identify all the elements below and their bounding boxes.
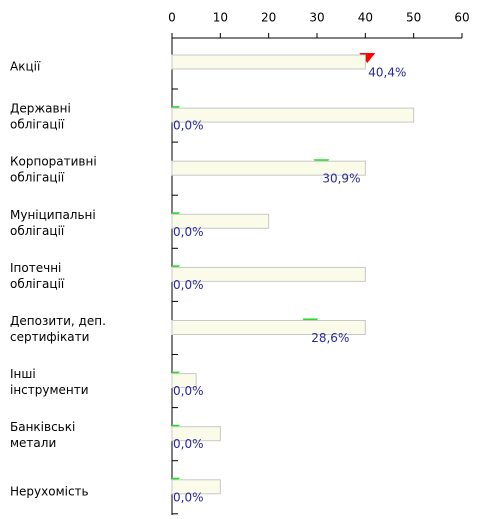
category-label: сертифікати xyxy=(10,330,89,344)
value-label: 0,0% xyxy=(173,278,204,292)
category-label: інструменти xyxy=(10,383,89,397)
value-label: 30,9% xyxy=(322,172,360,186)
value-label: 0,0% xyxy=(173,225,204,239)
category-label: облігації xyxy=(10,224,65,238)
value-label: 0,0% xyxy=(173,384,204,398)
bar xyxy=(171,373,197,389)
category-label: Державні xyxy=(10,102,71,116)
x-tick-label: 60 xyxy=(454,11,469,25)
bar xyxy=(171,54,366,70)
bar xyxy=(171,426,221,442)
x-tick-label: 50 xyxy=(406,11,421,25)
x-tick-label: 20 xyxy=(261,11,276,25)
category-label: Акції xyxy=(10,60,41,74)
x-tick-label: 0 xyxy=(168,11,176,25)
bar xyxy=(171,266,366,282)
category-label: Іпотечні xyxy=(10,261,61,275)
x-tick-label: 40 xyxy=(358,11,373,25)
value-label: 0,0% xyxy=(173,437,204,451)
category-label: облігації xyxy=(10,171,65,185)
category-label: Корпоративні xyxy=(10,155,97,169)
category-label: облігації xyxy=(10,118,65,132)
category-label: метали xyxy=(10,436,56,450)
bar xyxy=(171,107,415,123)
value-label: 40,4% xyxy=(368,66,406,80)
category-label: Муніципальні xyxy=(10,208,96,222)
bar xyxy=(171,160,366,176)
value-label: 28,6% xyxy=(311,331,349,345)
bar xyxy=(171,479,221,495)
category-label: облігації xyxy=(10,277,65,291)
value-label: 0,0% xyxy=(173,119,204,133)
category-label: Інші xyxy=(10,367,36,381)
category-label: Нерухомість xyxy=(10,484,89,498)
x-tick-label: 30 xyxy=(309,11,324,25)
bar xyxy=(171,213,270,229)
category-label: Депозити, деп. xyxy=(10,314,106,328)
x-tick-label: 10 xyxy=(213,11,228,25)
category-label: Банківські xyxy=(10,420,75,434)
value-label: 0,0% xyxy=(173,490,204,504)
bar xyxy=(171,320,366,335)
